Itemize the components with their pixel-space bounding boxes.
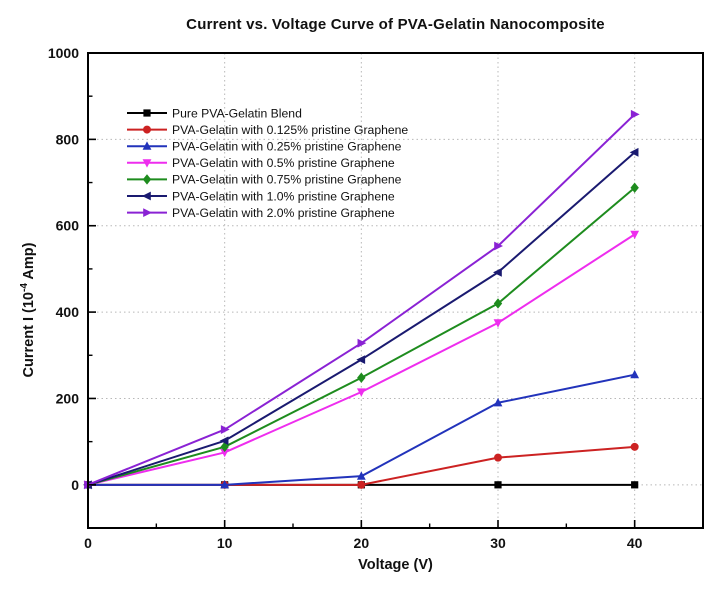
x-tick-label: 20 (354, 535, 370, 551)
data-point-marker (631, 481, 639, 489)
legend-marker (142, 159, 152, 168)
legend-label: PVA-Gelatin with 0.75% pristine Graphene (172, 173, 402, 187)
data-point-marker (219, 436, 229, 446)
legend-marker (142, 141, 152, 150)
data-point-marker (493, 319, 503, 328)
legend-label: PVA-Gelatin with 1.0% pristine Graphene (172, 189, 395, 203)
y-tick-label: 200 (56, 390, 80, 406)
chart-title: Current vs. Voltage Curve of PVA-Gelatin… (186, 16, 605, 33)
data-point-marker (630, 109, 640, 119)
data-point-marker (630, 230, 640, 240)
legend-marker (143, 125, 151, 134)
legend-item-1: PVA-Gelatin with 0.125% pristine Graphen… (127, 123, 408, 137)
x-axis-label: Voltage (V) (358, 557, 433, 573)
y-tick-label: 1000 (48, 45, 79, 61)
y-tick-label: 0 (71, 477, 79, 493)
y-tick-label: 600 (56, 218, 80, 234)
data-point-marker (220, 480, 230, 489)
legend-item-2: PVA-Gelatin with 0.25% pristine Graphene (127, 140, 402, 154)
legend-item-6: PVA-Gelatin with 2.0% pristine Graphene (127, 206, 395, 220)
data-point-marker (493, 397, 503, 407)
data-point-marker (356, 355, 366, 364)
data-point-marker (629, 147, 639, 157)
legend-marker (142, 174, 152, 185)
x-tick-label: 40 (627, 535, 643, 551)
legend-marker (143, 109, 151, 117)
legend-item-4: PVA-Gelatin with 0.75% pristine Graphene (127, 173, 402, 187)
data-point-marker (493, 298, 503, 309)
x-tick-label: 30 (490, 535, 506, 551)
y-axis-label-suffix: Amp) (20, 242, 37, 284)
legend-label: PVA-Gelatin with 0.5% pristine Graphene (172, 156, 395, 170)
data-point-marker (494, 241, 503, 251)
x-tick-label: 0 (84, 535, 92, 551)
data-point-marker (357, 480, 366, 489)
data-point-marker (220, 425, 230, 434)
axis-ticks (87, 52, 636, 528)
data-point-marker (630, 182, 639, 193)
y-axis-label: Current I (10-4 Amp) (19, 200, 37, 420)
data-point-marker (357, 372, 366, 383)
series-5 (83, 147, 639, 490)
y-axis-label-superscript: -4 (19, 283, 30, 293)
y-axis-label-prefix: Current I (10 (20, 292, 37, 378)
legend-label: Pure PVA-Gelatin Blend (172, 106, 302, 120)
legend: Pure PVA-Gelatin Blend PVA-Gelatin with 0… (127, 106, 408, 220)
data-point-marker (356, 388, 366, 397)
legend-label: PVA-Gelatin with 2.0% pristine Graphene (172, 206, 395, 220)
data-point-marker (357, 338, 367, 348)
legend-label: PVA-Gelatin with 0.125% pristine Graphen… (172, 123, 408, 137)
series-2 (83, 369, 640, 489)
legend-marker (143, 208, 152, 217)
data-point-marker (494, 481, 502, 489)
data-point-marker (493, 267, 502, 277)
data-point-marker (630, 369, 640, 379)
x-tick-label: 10 (217, 535, 233, 551)
y-tick-label: 800 (56, 131, 80, 147)
legend-item-5: PVA-Gelatin with 1.0% pristine Graphene (127, 189, 395, 203)
series-6 (84, 109, 640, 490)
plot-frame (87, 52, 704, 529)
data-point-marker (630, 442, 639, 451)
legend-label: PVA-Gelatin with 0.25% pristine Graphene (172, 140, 402, 154)
legend-marker (142, 191, 151, 201)
data-point-marker (220, 448, 230, 458)
legend-item-3: PVA-Gelatin with 0.5% pristine Graphene (127, 156, 395, 170)
data-point-marker (494, 453, 502, 462)
data-point-marker (356, 471, 366, 480)
y-tick-label: 400 (56, 304, 80, 320)
legend-item-0: Pure PVA-Gelatin Blend (127, 106, 302, 120)
